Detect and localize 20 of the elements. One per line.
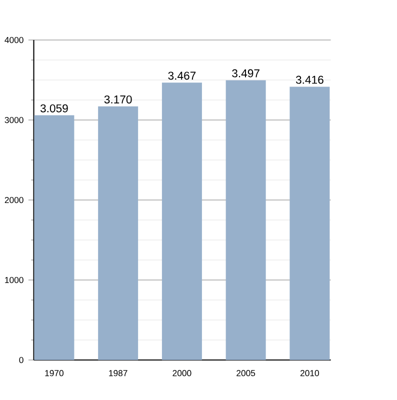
- data-label: 3.416: [296, 76, 324, 84]
- y-tick-label: 1000: [4, 276, 24, 284]
- bar: [34, 115, 74, 360]
- bar: [162, 82, 202, 360]
- y-tick-label: 0: [19, 356, 24, 364]
- data-label: 3.170: [104, 95, 132, 104]
- x-tick-label: 1970: [45, 370, 64, 376]
- data-label: 3.497: [232, 69, 260, 78]
- bar: [290, 86, 330, 360]
- bar: [98, 106, 138, 360]
- y-tick-label: 4000: [4, 36, 24, 44]
- y-tick-label: 3000: [4, 116, 24, 124]
- y-tick-label: 2000: [4, 196, 24, 204]
- bar: [226, 80, 266, 360]
- x-tick-label: 2005: [236, 370, 255, 376]
- data-label: 3.467: [168, 72, 196, 80]
- x-tick-label: 2010: [300, 370, 319, 376]
- data-label: 3.059: [40, 104, 68, 112]
- x-tick-label: 2000: [172, 370, 192, 376]
- x-tick-label: 1987: [108, 370, 128, 376]
